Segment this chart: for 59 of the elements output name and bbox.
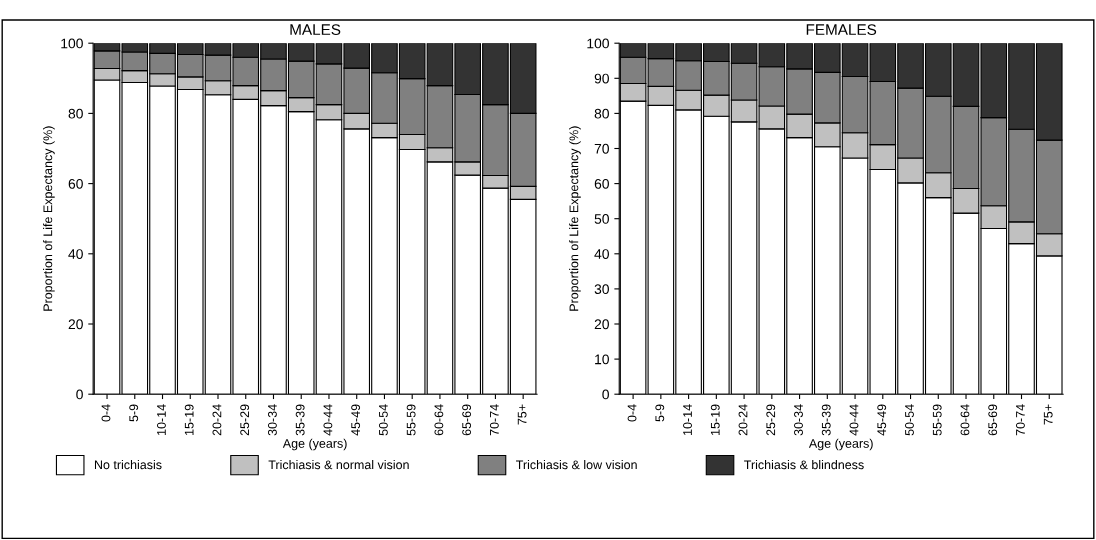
x-tick-label: 60-64	[434, 404, 444, 436]
legend-label: Trichiasis & normal vision	[268, 460, 409, 470]
x-tick-label: 35-39	[295, 404, 305, 436]
y-tick-label: 100	[587, 38, 609, 49]
x-tick-label: 30-34	[794, 404, 803, 436]
x-tick-label: 65-69	[988, 404, 998, 436]
x-tick-label: 5-9	[129, 404, 139, 422]
x-axis-title: Age (years)	[808, 438, 873, 451]
x-tick-label: 75+	[1043, 404, 1053, 425]
x-tick-label: 55-59	[406, 404, 416, 436]
y-tick-label: 40	[68, 249, 83, 259]
x-tick-label: 30-34	[267, 404, 277, 436]
y-tick-label: 100	[61, 38, 83, 49]
x-tick-label: 25-29	[240, 404, 250, 436]
legend-label: Trichiasis & low vision	[516, 460, 637, 470]
legend-label: No trichiasis	[94, 460, 162, 470]
y-tick-label: 40	[594, 249, 609, 259]
x-tick-label: 60-64	[960, 404, 970, 436]
y-tick-label: 60	[594, 178, 609, 189]
x-tick-label: 75+	[517, 404, 527, 425]
x-tick-label: 20-24	[738, 404, 748, 436]
x-tick-label: 40-44	[323, 404, 333, 436]
x-tick-label: 10-14	[683, 404, 692, 435]
y-tick-label: 90	[594, 73, 609, 84]
x-tick-label: 55-59	[932, 404, 942, 436]
y-tick-label: 50	[594, 214, 609, 224]
x-tick-label: 0-4	[101, 404, 111, 422]
y-tick-label: 20	[594, 319, 609, 330]
x-tick-label: 15-19	[710, 404, 720, 435]
x-tick-label: 45-49	[351, 404, 361, 436]
y-tick-label: 20	[68, 319, 83, 330]
y-tick-label: 70	[594, 143, 609, 154]
chart-title: MALES	[290, 24, 341, 36]
y-tick-label: 0	[76, 389, 83, 400]
x-tick-label: 65-69	[462, 404, 472, 436]
legend-label: Trichiasis & blindness	[744, 460, 864, 470]
y-axis-title: Proportion of Life Expectancy (%)	[43, 126, 55, 311]
y-axis-title: Proportion of Life Expectancy (%)	[569, 126, 581, 311]
y-tick-label: 80	[594, 108, 609, 119]
x-tick-label: 45-49	[877, 404, 887, 436]
x-tick-label: 70-74	[1016, 404, 1025, 436]
x-axis-title: Age (years)	[282, 438, 347, 451]
x-tick-label: 5-9	[655, 404, 665, 422]
x-tick-label: 20-24	[212, 404, 222, 436]
y-tick-label: 60	[68, 178, 83, 189]
chart-title: FEMALES	[806, 24, 877, 36]
x-tick-label: 15-19	[184, 404, 194, 435]
y-tick-label: 0	[602, 389, 609, 400]
x-tick-label: 70-74	[489, 404, 499, 436]
x-tick-label: 0-4	[627, 404, 637, 422]
y-tick-label: 10	[595, 354, 609, 365]
x-tick-label: 40-44	[849, 404, 859, 436]
x-tick-label: 25-29	[766, 404, 776, 436]
x-tick-label: 10-14	[157, 404, 166, 435]
y-tick-label: 30	[594, 284, 609, 295]
y-tick-label: 80	[68, 108, 83, 119]
x-tick-label: 50-54	[905, 404, 914, 436]
x-tick-label: 50-54	[378, 404, 388, 436]
x-tick-label: 35-39	[821, 404, 831, 436]
